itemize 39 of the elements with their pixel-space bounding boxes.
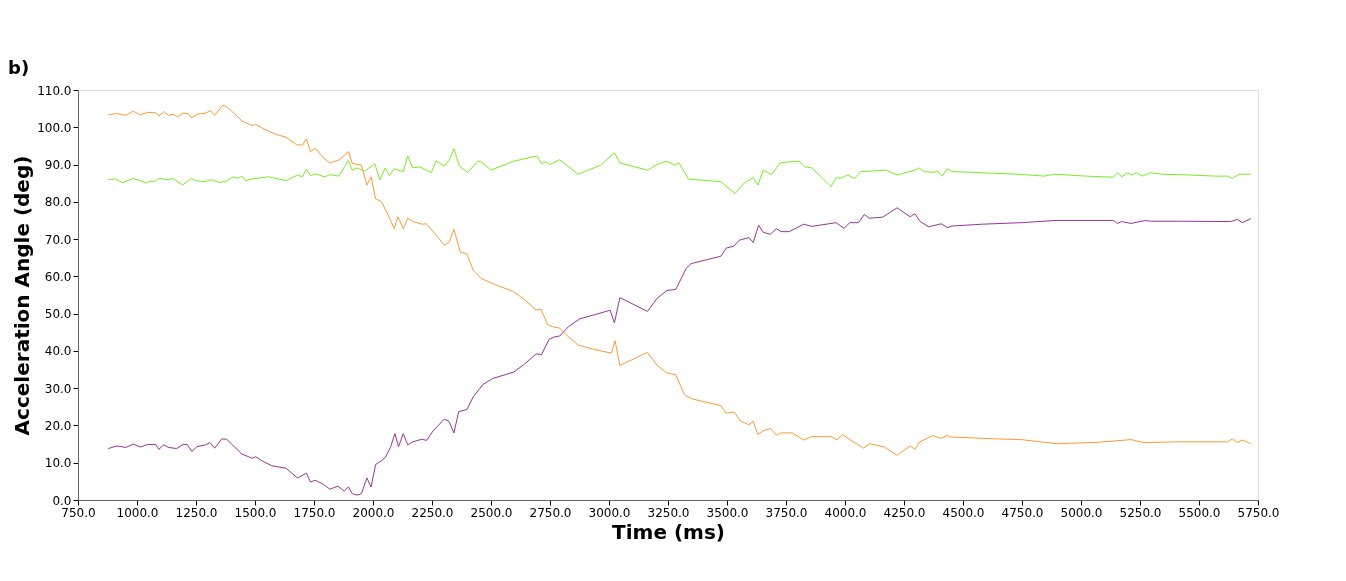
chart-title: b) <box>8 57 30 78</box>
x-tick-label: 2750.0 <box>529 505 572 520</box>
x-tick-label: 1500.0 <box>234 505 277 520</box>
x-axis-title: Time (ms) <box>612 519 725 544</box>
y-tick-label: 20.0 <box>44 418 72 433</box>
y-tick-label: 40.0 <box>44 344 72 359</box>
y-tick-label: 30.0 <box>44 381 72 396</box>
x-tick-label: 5000.0 <box>1060 505 1103 520</box>
x-tick-label: 3500.0 <box>706 505 749 520</box>
x-tick-label: 2500.0 <box>470 505 513 520</box>
x-tick-label: 5750.0 <box>1237 505 1280 520</box>
x-tick-label: 4000.0 <box>824 505 867 520</box>
x-tick-label: 3250.0 <box>647 505 690 520</box>
x-tick-label: 4750.0 <box>1001 505 1044 520</box>
x-tick-label: 2250.0 <box>411 505 454 520</box>
x-tick-label: 5500.0 <box>1178 505 1221 520</box>
x-tick-label: 1250.0 <box>175 505 218 520</box>
y-tick-label: 90.0 <box>44 158 72 173</box>
x-tick-label: 3000.0 <box>588 505 631 520</box>
x-tick-label: 4250.0 <box>883 505 926 520</box>
y-tick-label: 60.0 <box>44 269 72 284</box>
x-tick-label: 5250.0 <box>1119 505 1162 520</box>
line-series <box>107 207 1252 496</box>
y-tick-label: 0.0 <box>52 493 72 508</box>
y-tick-label: 80.0 <box>44 195 72 210</box>
x-tick-label: 1750.0 <box>293 505 336 520</box>
x-tick-label: 750.0 <box>61 505 96 520</box>
y-tick-label: 50.0 <box>44 307 72 322</box>
x-tick-label: 3750.0 <box>765 505 808 520</box>
line-series <box>107 148 1252 195</box>
x-tick-label: 2000.0 <box>352 505 395 520</box>
x-tick-label: 1000.0 <box>116 505 159 520</box>
y-tick-label: 100.0 <box>37 120 72 135</box>
y-axis-title: Acceleration Angle (deg) <box>10 155 35 436</box>
y-tick-label: 10.0 <box>44 456 72 471</box>
y-tick-label: 110.0 <box>37 83 72 98</box>
line-series <box>107 104 1252 456</box>
x-tick-label: 4500.0 <box>942 505 985 520</box>
y-tick-label: 70.0 <box>44 232 72 247</box>
